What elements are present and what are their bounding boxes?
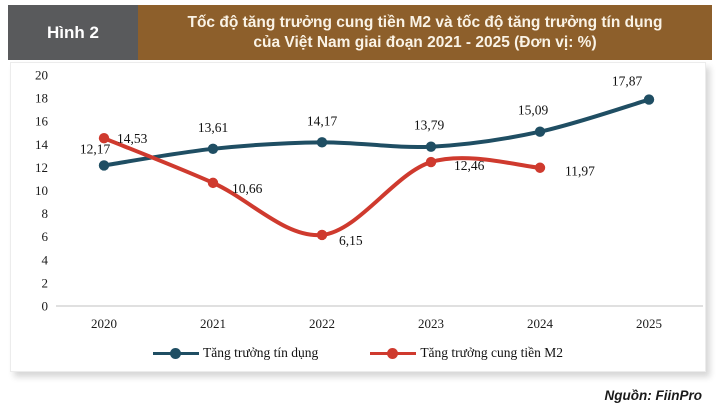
data-point: [643, 94, 655, 105]
y-axis-tick-label: 20: [35, 68, 48, 83]
data-point: [98, 160, 110, 171]
y-axis-tick-label: 0: [42, 299, 49, 314]
x-axis-tick-label: 2025: [636, 316, 662, 331]
chart-title-box: Tốc độ tăng trưởng cung tiền M2 và tốc đ…: [138, 5, 712, 60]
x-axis-tick-label: 2024: [527, 316, 554, 331]
y-axis-tick-label: 4: [42, 252, 49, 267]
y-axis-tick-label: 8: [42, 206, 49, 221]
data-point: [207, 177, 219, 189]
data-point-label: 13,61: [198, 120, 228, 135]
legend-label: Tăng trưởng tín dụng: [202, 345, 319, 360]
data-point-label: 13,79: [414, 118, 445, 133]
data-point-label: 10,66: [232, 181, 263, 196]
figure-header: Hình 2 Tốc độ tăng trưởng cung tiền M2 v…: [8, 5, 712, 60]
legend-label: Tăng trưởng cung tiền M2: [420, 345, 563, 360]
data-point: [534, 126, 546, 137]
y-axis-tick-label: 2: [42, 275, 49, 290]
data-point-label: 14,17: [307, 113, 338, 128]
data-point: [316, 137, 328, 148]
y-axis-tick-label: 12: [35, 160, 48, 175]
y-axis-tick-label: 18: [35, 91, 48, 106]
data-point-label: 17,87: [612, 74, 643, 89]
y-axis-tick-label: 6: [42, 229, 49, 244]
series-line: [102, 136, 542, 237]
data-point: [534, 162, 546, 173]
x-axis-tick-label: 2021: [200, 316, 226, 331]
figure-label: Hình 2: [47, 22, 99, 42]
x-axis-tick-label: 2022: [309, 316, 335, 331]
data-point-label: 15,09: [518, 103, 549, 118]
figure-label-box: Hình 2: [8, 5, 138, 60]
source-note: Nguồn: FiinPro: [604, 388, 702, 403]
data-point: [425, 141, 437, 152]
y-axis-tick-label: 16: [35, 114, 49, 129]
line-circle-marker-icon: [152, 347, 199, 359]
x-axis-tick-label: 2023: [418, 316, 444, 331]
chart-legend: Tăng trưởng tín dụng Tăng trưởng cung ti…: [11, 340, 705, 366]
data-point-label: 11,97: [565, 164, 595, 179]
line-circle-marker-icon: [370, 347, 417, 359]
legend-item-cung-tien-m2: Tăng trưởng cung tiền M2: [370, 345, 563, 361]
data-point-label: 6,15: [339, 233, 363, 248]
data-point: [316, 229, 328, 241]
chart-area: 0 2 4 6 8 10 12 14 16 18 20 2020 2021 2022 2023 2024 202…: [10, 62, 706, 372]
chart-title-line1: Tốc độ tăng trưởng cung tiền M2 và tốc đ…: [187, 13, 663, 31]
y-axis-tick-label: 10: [35, 183, 48, 198]
data-point-label: 14,53: [117, 131, 148, 146]
data-point-label: 12,46: [454, 158, 485, 173]
y-axis-tick-label: 14: [35, 137, 49, 152]
x-axis-tick-label: 2020: [91, 316, 117, 331]
data-point-label: 12,17: [80, 141, 111, 156]
legend-item-tin-dung: Tăng trưởng tín dụng: [152, 345, 319, 361]
data-point: [98, 132, 110, 144]
series-line: [102, 97, 651, 168]
data-point: [207, 143, 219, 155]
data-point: [425, 156, 437, 168]
chart-title-line2: của Việt Nam giai đoạn 2021 - 2025 (Đơn …: [253, 33, 597, 51]
